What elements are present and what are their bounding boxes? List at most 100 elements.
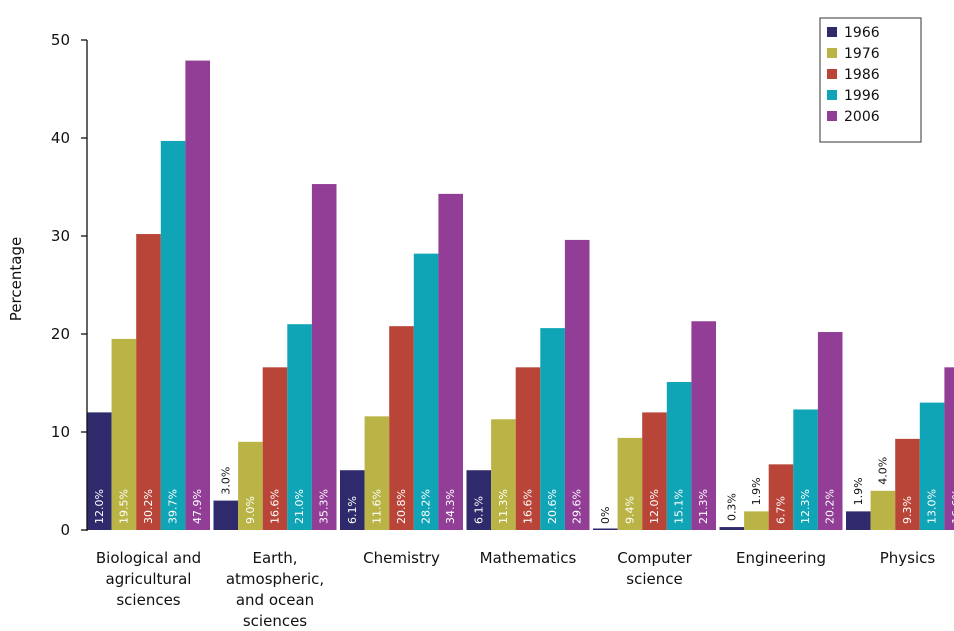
data-label: 20.6% [546,489,559,524]
bar-1986-5 [768,464,794,530]
data-label: 13.0% [926,489,939,524]
category-label: Physics [880,549,936,567]
bar-1996-5 [793,409,818,530]
data-label: 12.3% [799,489,812,524]
legend-label-1996: 1996 [844,88,880,104]
data-label: 0% [599,507,612,524]
legend-swatch-2006 [827,111,837,121]
bar-1976-5 [744,511,769,530]
y-tick-label: 30 [51,227,70,245]
data-label: 28.2% [420,489,433,524]
y-tick-label: 50 [51,31,70,49]
y-tick-label: 40 [51,129,70,147]
data-label: 11.3% [497,489,510,524]
data-label: 16.6% [269,489,282,524]
category-label: Chemistry [363,549,440,567]
category-label: Earth, atmospheric, and ocean sciences [226,549,324,630]
legend-swatch-1986 [827,69,837,79]
bar-1996-4 [666,382,692,530]
bar-1966-4 [593,528,618,530]
category-labels-layer: Biological and agricultural sciences Earth,… [96,549,936,630]
bar-1966-1 [213,500,239,530]
bar-1976-1 [238,441,263,530]
legend-label-1976: 1976 [844,46,880,62]
bar-2006-5 [817,332,843,530]
legend-label-1986: 1986 [844,67,880,83]
bar-1996-1 [287,324,312,530]
data-label: 9.4% [623,496,636,524]
bar-2006-6 [944,367,954,530]
bar-1976-3 [491,419,516,530]
bar-1986-2 [389,326,414,530]
bar-1996-2 [413,253,439,530]
data-label: 29.6% [571,489,584,524]
legend: 1966 1976 1986 1996 2006 [819,17,922,143]
data-label: 34.3% [444,489,457,524]
y-tick-label: 0 [60,521,70,539]
data-label: 16.6% [522,489,535,524]
data-label: 30.2% [142,489,155,524]
data-label: 16.6% [950,489,954,524]
bar-1976-4 [617,437,643,530]
y-tick-label: 20 [51,325,70,343]
data-label: 4.0% [876,457,889,485]
data-label: 1.9% [852,477,865,505]
bar-2006-1 [311,184,337,530]
bar-1966-0 [87,412,112,530]
data-label: 1.9% [750,477,763,505]
legend-label-2006: 2006 [844,109,880,125]
bars-layer [87,60,954,531]
data-label: 6.7% [775,496,788,524]
data-label: 19.5% [117,489,130,524]
bar-1976-0 [111,338,137,530]
data-label: 20.2% [824,489,837,524]
data-label: 6.1% [346,496,359,524]
data-label: 21.0% [293,489,306,524]
bar-1996-3 [540,328,565,530]
bar-1966-3 [466,470,492,530]
data-label: 9.0% [244,496,257,524]
y-tick-label: 10 [51,423,70,441]
bar-1986-1 [262,367,288,530]
data-label: 9.3% [901,496,914,524]
data-label: 15.1% [673,489,686,524]
category-label: Engineering [736,549,826,567]
data-label: 12.0% [648,489,661,524]
bar-1996-0 [160,140,186,530]
legend-box [819,17,922,143]
bar-1966-5 [719,527,745,530]
data-label: 6.1% [472,496,485,524]
bar-1996-6 [919,402,945,530]
bar-2006-2 [438,193,463,531]
bar-2006-0 [185,60,210,530]
category-label: Computer science [617,549,692,588]
data-label: 20.8% [395,489,408,524]
legend-swatch-1996 [827,90,837,100]
data-label: 47.9% [191,489,204,524]
bar-1966-6 [846,511,871,530]
bar-1986-4 [642,412,667,530]
category-label: Mathematics [480,549,577,567]
bar-1986-6 [895,438,920,530]
legend-swatch-1966 [827,27,837,37]
category-label: Biological and agricultural sciences [96,549,201,609]
legend-swatch-1976 [827,48,837,58]
bar-2006-4 [691,321,716,530]
data-label: 3.0% [219,467,232,495]
bar-2006-3 [564,239,590,531]
data-label: 35.3% [318,489,331,524]
bar-1986-0 [136,234,161,531]
data-label: 21.3% [697,489,710,524]
axis-layer: 0 10 20 30 40 50 [51,31,88,539]
data-label: 11.6% [370,489,383,524]
bar-1966-2 [340,470,365,530]
bar-1976-2 [364,416,390,530]
data-label: 39.7% [167,489,180,524]
legend-label-1966: 1966 [844,25,880,41]
y-axis-label: Percentage [7,237,25,321]
bar-1976-6 [870,490,896,530]
data-label: 0.3% [725,493,738,521]
data-labels-layer: 12.0% 3.0% 6.1% 6.1% 0% 0.3% 1.9% 19.5% 9.0% 11.6… [93,457,954,524]
data-label: 12.0% [93,489,106,524]
